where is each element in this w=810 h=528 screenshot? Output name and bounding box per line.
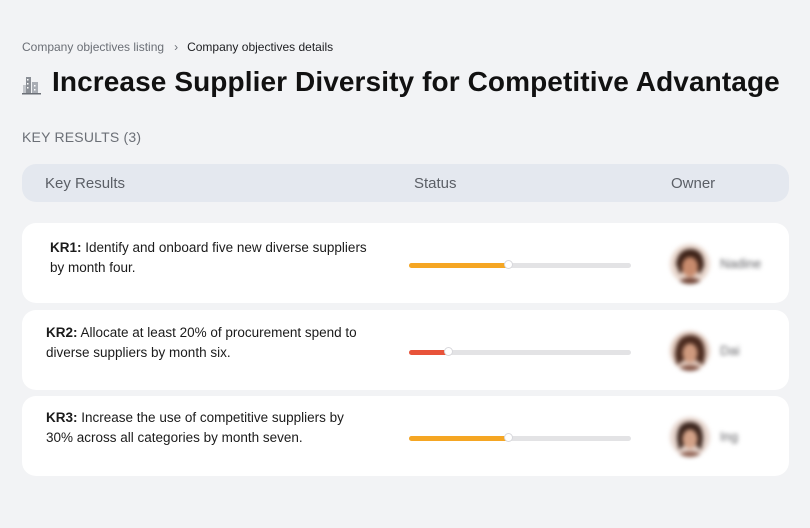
breadcrumb-current: Company objectives details bbox=[187, 40, 334, 54]
key-result-description: KR1: Identify and onboard five new diver… bbox=[50, 238, 378, 278]
key-result-text: Increase the use of competitive supplier… bbox=[46, 410, 344, 445]
header-owner: Owner bbox=[671, 175, 716, 192]
header-status: Status bbox=[414, 175, 457, 192]
owner-avatar bbox=[670, 244, 710, 284]
key-results-count: KEY RESULTS (3) bbox=[22, 129, 142, 145]
key-result-row[interactable]: KR1: Identify and onboard five new diver… bbox=[22, 223, 789, 303]
progress-fill bbox=[409, 436, 509, 441]
key-result-row[interactable]: KR3: Increase the use of competitive sup… bbox=[22, 396, 789, 476]
key-result-code: KR1: bbox=[50, 240, 82, 255]
key-result-text: Identify and onboard five new diverse su… bbox=[50, 240, 367, 275]
owner-avatar bbox=[670, 331, 710, 371]
owner-name: Nadine bbox=[720, 256, 762, 271]
status-progress-bar bbox=[409, 433, 631, 442]
status-progress-bar bbox=[409, 347, 631, 356]
progress-fill bbox=[409, 350, 449, 355]
key-result-description: KR2: Allocate at least 20% of procuremen… bbox=[46, 323, 374, 363]
table-header: Key Results Status Owner bbox=[22, 164, 789, 202]
breadcrumb-chevron-icon: › bbox=[174, 40, 179, 54]
progress-fill bbox=[409, 263, 509, 268]
status-progress-bar bbox=[409, 260, 631, 269]
progress-knob bbox=[444, 347, 453, 356]
breadcrumb-link-listing[interactable]: Company objectives listing bbox=[22, 40, 165, 54]
key-result-description: KR3: Increase the use of competitive sup… bbox=[46, 408, 374, 448]
owner-avatar bbox=[670, 417, 710, 457]
breadcrumb: Company objectives listing › Company obj… bbox=[22, 40, 333, 54]
owner-name: Dai bbox=[720, 343, 740, 358]
title-row: Increase Supplier Diversity for Competit… bbox=[22, 66, 780, 98]
building-icon bbox=[22, 77, 41, 95]
progress-knob bbox=[504, 260, 513, 269]
key-result-code: KR3: bbox=[46, 410, 78, 425]
key-result-text: Allocate at least 20% of procurement spe… bbox=[46, 325, 357, 360]
key-result-row[interactable]: KR2: Allocate at least 20% of procuremen… bbox=[22, 310, 789, 390]
progress-knob bbox=[504, 433, 513, 442]
header-key-results: Key Results bbox=[45, 175, 126, 192]
page-title: Increase Supplier Diversity for Competit… bbox=[52, 66, 780, 97]
owner-name: Ing bbox=[720, 429, 739, 444]
key-result-code: KR2: bbox=[46, 325, 78, 340]
